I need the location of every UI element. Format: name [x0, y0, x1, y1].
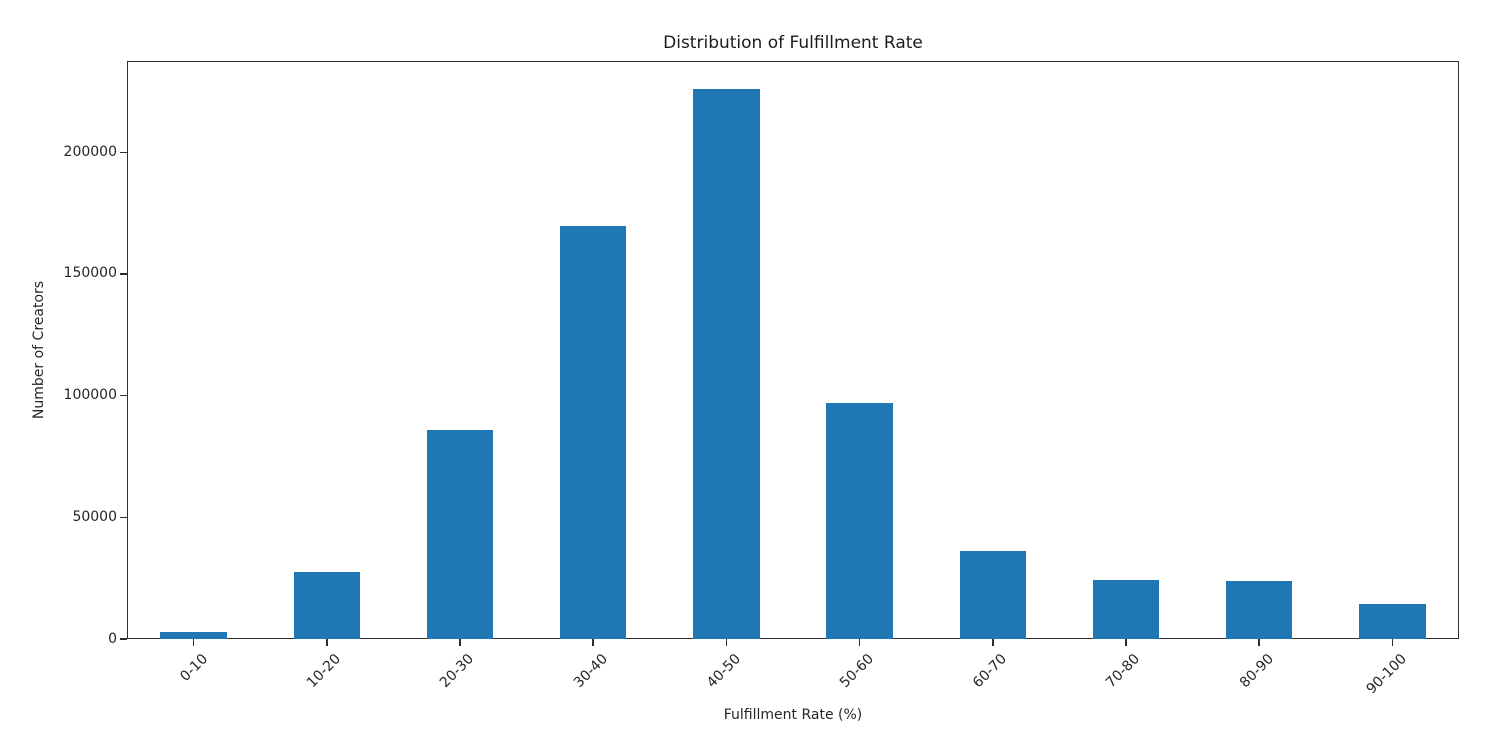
- x-tick-label-40-50: 40-50: [703, 651, 744, 692]
- x-tick-mark: [1391, 639, 1394, 646]
- x-tick-mark: [192, 639, 195, 646]
- bar-40-50: [693, 89, 760, 639]
- bar-0-10: [160, 631, 227, 639]
- x-tick-mark: [459, 639, 461, 646]
- y-tick-mark: [120, 151, 127, 153]
- x-axis-label: Fulfillment Rate (%): [723, 707, 863, 723]
- plot-area: [127, 61, 1459, 639]
- y-tick-label: 50000: [72, 508, 117, 525]
- bar-80-90: [1225, 581, 1293, 639]
- x-tick-mark: [326, 639, 328, 646]
- x-tick-mark: [992, 639, 994, 646]
- bar-70-80: [1092, 580, 1160, 639]
- y-tick-mark: [120, 394, 127, 397]
- bar-90-100: [1359, 603, 1426, 639]
- y-tick-mark: [120, 516, 127, 519]
- x-tick-label-20-30: 20-30: [437, 651, 478, 692]
- bar-30-40: [559, 226, 627, 639]
- chart-title: Distribution of Fulfillment Rate: [663, 33, 923, 53]
- y-tick-label: 200000: [63, 143, 117, 160]
- x-tick-mark: [1125, 639, 1127, 646]
- x-tick-mark: [858, 639, 861, 646]
- x-tick-label-30-40: 30-40: [570, 651, 611, 692]
- y-tick-mark: [120, 638, 127, 640]
- x-tick-label-60-70: 60-70: [970, 651, 1011, 692]
- bar-20-30: [426, 429, 494, 639]
- y-tick-label: 150000: [63, 265, 117, 282]
- x-tick-label-50-60: 50-60: [836, 651, 877, 692]
- x-tick-label-0-10: 0-10: [177, 651, 211, 685]
- bar-50-60: [826, 402, 893, 639]
- y-tick-label: 100000: [63, 387, 117, 404]
- bar-60-70: [959, 551, 1027, 639]
- bar-10-20: [293, 572, 361, 639]
- x-tick-mark: [725, 639, 728, 646]
- x-tick-mark: [592, 639, 594, 646]
- x-tick-label-10-20: 10-20: [304, 651, 345, 692]
- y-tick-label: 0: [108, 630, 117, 647]
- x-tick-label-90-100: 90-100: [1363, 651, 1410, 698]
- y-tick-mark: [120, 273, 127, 275]
- x-tick-label-70-80: 70-80: [1103, 651, 1144, 692]
- x-tick-mark: [1258, 639, 1260, 646]
- x-tick-label-80-90: 80-90: [1236, 651, 1277, 692]
